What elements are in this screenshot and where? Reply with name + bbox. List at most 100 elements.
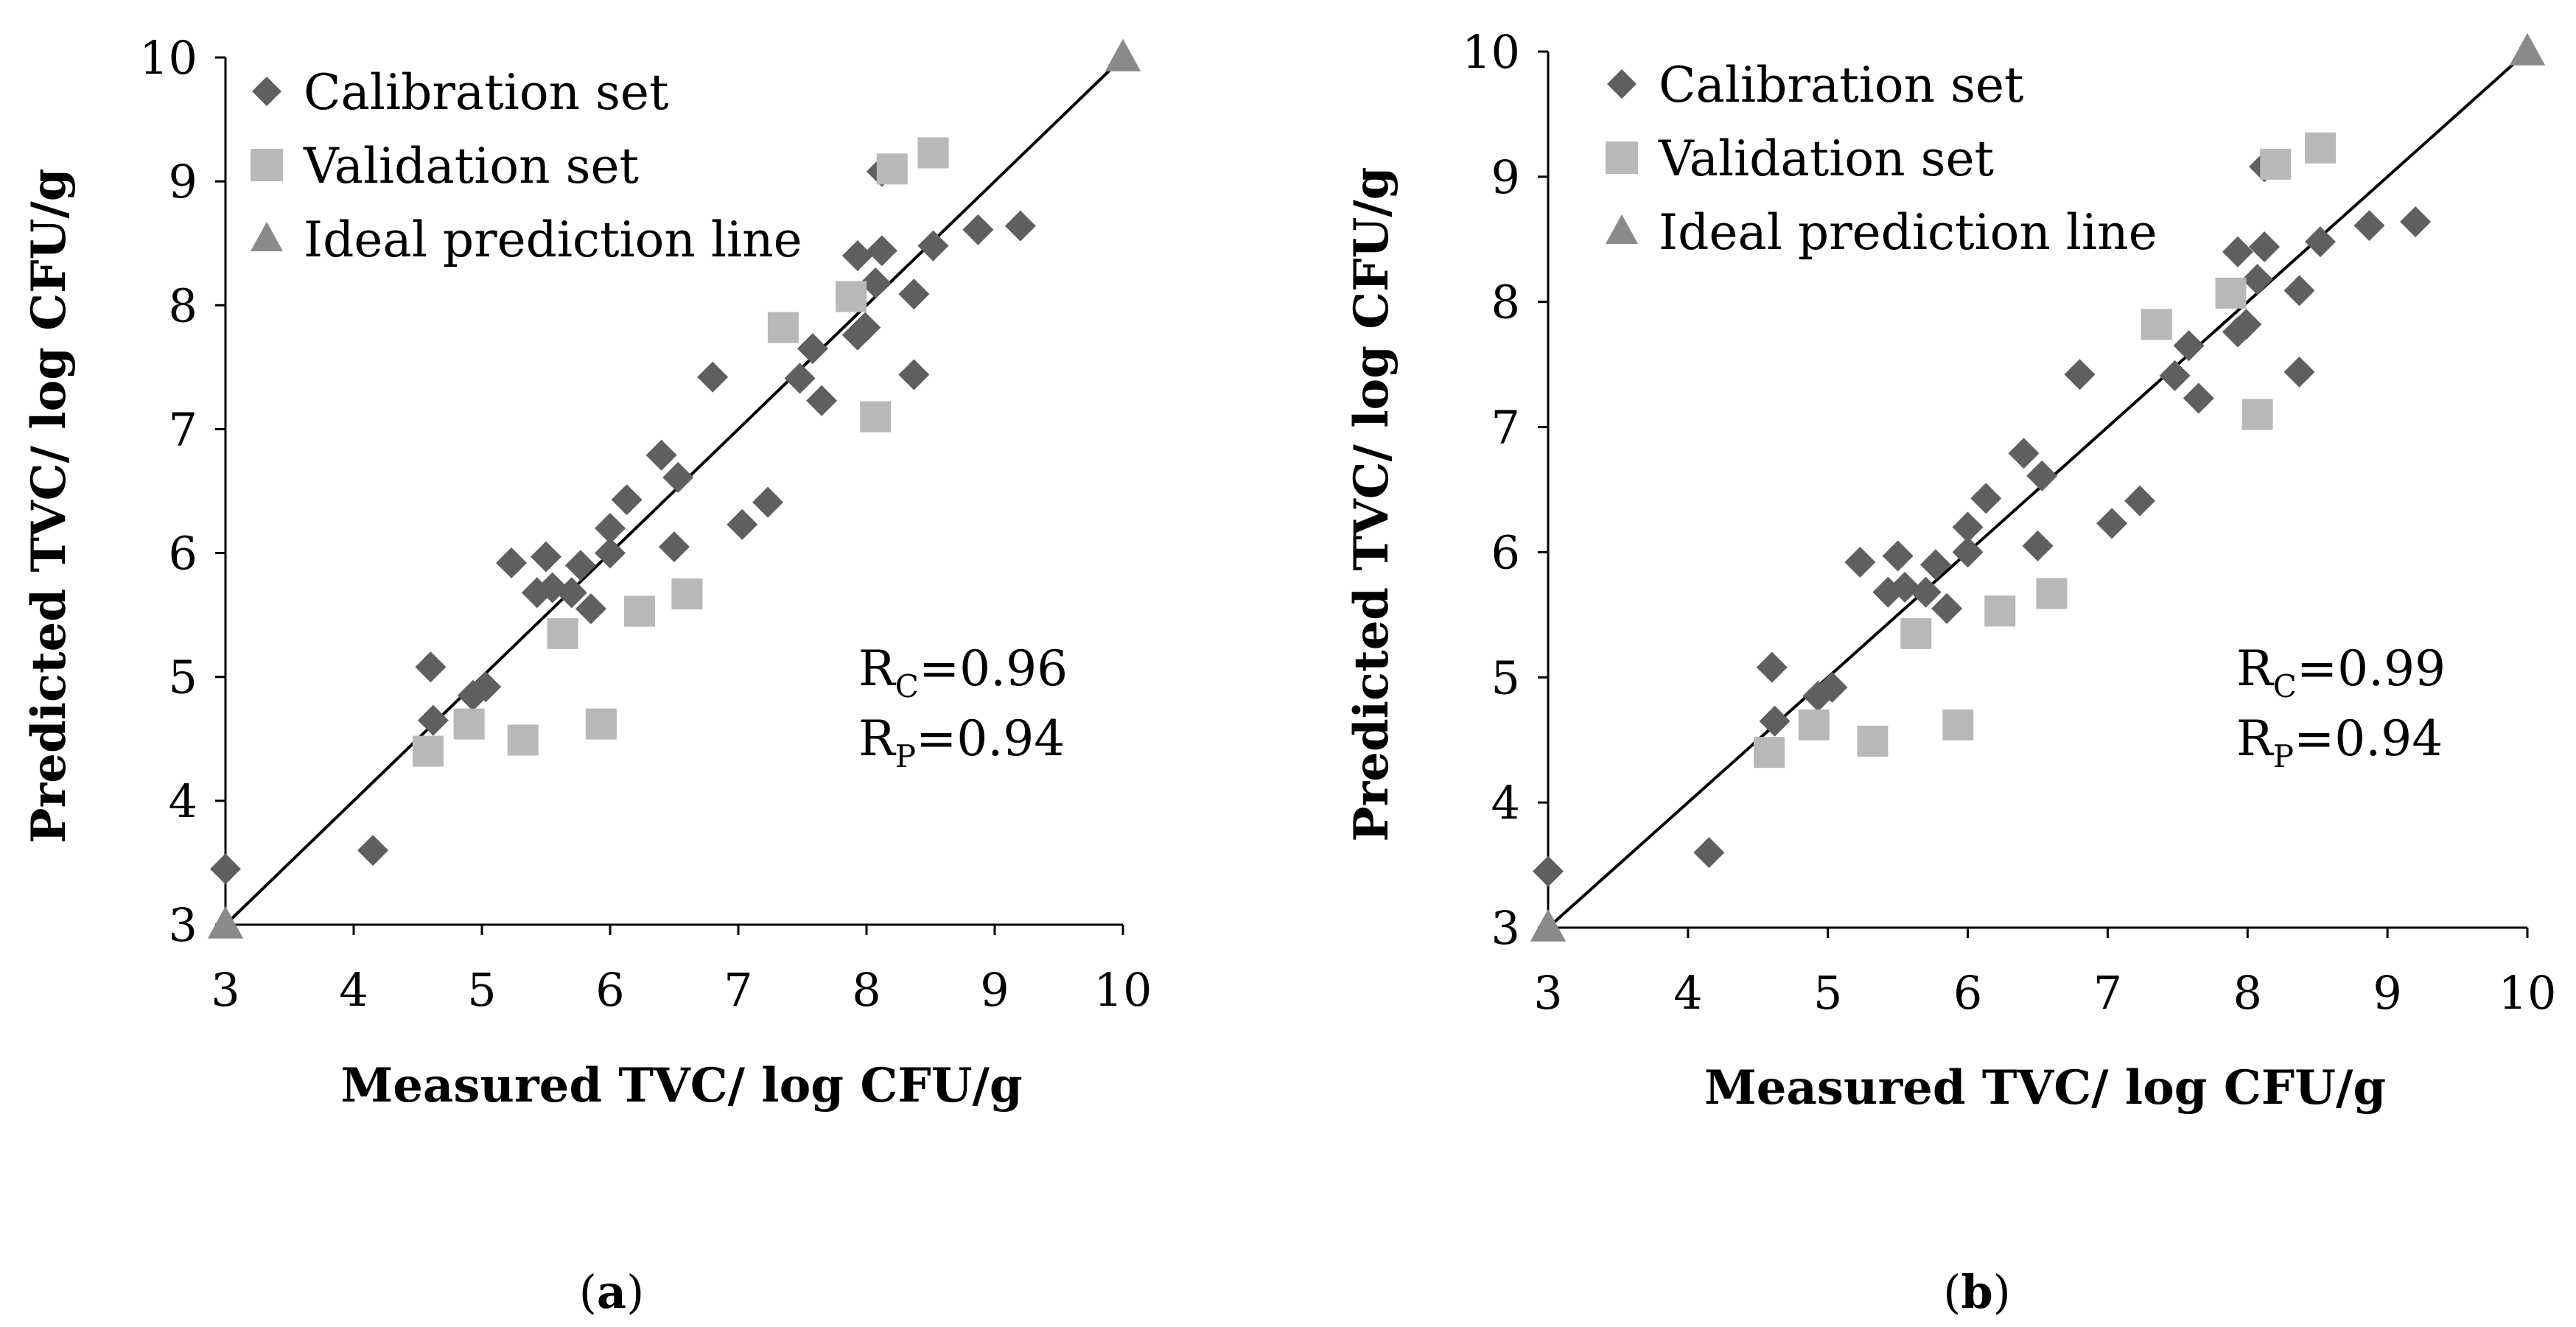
calibration-point	[564, 550, 596, 581]
calibration-point	[1919, 549, 1951, 581]
x-tick-label: 6	[595, 963, 624, 1017]
x-tick-label: 10	[2499, 966, 2557, 1020]
x-tick-label: 4	[1673, 966, 1702, 1020]
x-tick-label: 5	[1813, 966, 1842, 1020]
rp-annotation: RP=0.94	[2236, 710, 2443, 774]
legend-label: Validation set	[1658, 130, 1994, 187]
calibration-point	[917, 230, 949, 262]
y-tick-label: 7	[169, 402, 197, 456]
rc-prefix: R	[2236, 640, 2275, 697]
calibration-point	[806, 385, 838, 416]
x-tick-label: 3	[211, 963, 239, 1017]
calibration-point	[1004, 210, 1036, 242]
calibration-point	[531, 541, 561, 573]
legend: Calibration set Validation set Ideal predi…	[251, 64, 802, 268]
rp-prefix: R	[2236, 710, 2275, 767]
calibration-point	[210, 853, 241, 885]
calibration-point	[898, 359, 930, 391]
calibration-point	[860, 267, 892, 299]
chart-panel-a: 3 4 5 6 7 8 9 10 3 4 5 6 7 8 9 10 Calibration set Valida…	[21, 31, 1152, 1319]
calibration-point	[556, 577, 587, 609]
calibration-point	[962, 214, 994, 245]
validation-point	[453, 708, 485, 740]
chart-panel-b: 3 4 5 6 7 8 9 10 3 4 5 6 7 8 9 10 Calibration set Valida…	[1344, 25, 2556, 1319]
x-axis-title: Measured TVC/ log CFU/g	[340, 1058, 1022, 1113]
calibration-point	[797, 333, 828, 365]
x-tick-label: 3	[1533, 966, 1562, 1020]
legend-label: Ideal prediction line	[1659, 204, 2157, 261]
y-tick-label: 4	[169, 774, 197, 828]
calibration-point	[697, 361, 729, 393]
calibration-point	[2241, 264, 2273, 295]
x-tick-label: 5	[467, 963, 496, 1017]
validation-point	[585, 708, 617, 740]
rc-annotation: RC=0.96	[858, 640, 1068, 704]
rp-value: =0.94	[916, 710, 1065, 767]
calibration-point	[1952, 536, 1984, 568]
ideal-line-endpoint	[207, 906, 244, 939]
validation-point	[876, 153, 908, 185]
y-tick-label: 5	[1491, 651, 1520, 704]
calibration-point	[659, 531, 690, 563]
calibration-point	[611, 484, 643, 516]
validation-point	[2036, 578, 2068, 609]
ideal-line-endpoint	[2509, 32, 2546, 66]
calibration-point	[2026, 460, 2058, 491]
y-axis-title: Predicted TVC/ log CFU/g	[21, 168, 77, 843]
calibration-point	[727, 508, 758, 540]
ideal-prediction-line	[224, 56, 1124, 926]
calibration-point	[784, 363, 816, 394]
validation-point	[1753, 737, 1785, 768]
rp-value: =0.94	[2294, 710, 2443, 767]
validation-point	[917, 137, 949, 169]
validation-point	[1942, 709, 1974, 740]
y-tick-label: 4	[1491, 776, 1520, 830]
calibration-point	[2230, 309, 2262, 340]
validation-point	[507, 724, 539, 756]
panel-letter: a	[597, 1265, 626, 1319]
calibration-point	[2124, 485, 2156, 517]
rc-subscript: C	[2273, 668, 2297, 704]
calibration-point	[595, 512, 626, 544]
rc-subscript: C	[895, 668, 919, 704]
calibration-point	[850, 312, 881, 343]
y-tick-label: 9	[1491, 150, 1520, 204]
calibration-point	[595, 537, 626, 569]
validation-point	[2215, 277, 2247, 309]
validation-point	[2241, 399, 2273, 430]
x-tick-label: 4	[339, 963, 368, 1017]
calibration-point	[496, 547, 528, 579]
y-tick-label: 10	[139, 31, 197, 85]
panel-letter: b	[1961, 1265, 1992, 1319]
x-tick-label: 9	[2373, 966, 2401, 1020]
calibration-point	[2353, 210, 2385, 242]
rp-annotation: RP=0.94	[858, 710, 1065, 774]
legend-label: Calibration set	[1659, 57, 2024, 113]
y-tick-label: 10	[1462, 25, 1520, 79]
validation-point	[2305, 132, 2337, 164]
y-tick-label: 7	[1491, 401, 1520, 455]
x-tick-label: 7	[2093, 966, 2122, 1020]
validation-point	[1984, 595, 2016, 627]
calibration-point	[1693, 837, 1725, 869]
calibration-point	[841, 240, 873, 272]
rp-subscript: P	[2273, 738, 2294, 774]
axis-ticks: 3 4 5 6 7 8 9 10 3 4 5 6 7 8 9 10	[139, 31, 1152, 1017]
calibration-point	[1952, 511, 1984, 543]
validation-point	[412, 735, 444, 767]
validation-point	[624, 595, 656, 627]
calibration-point	[645, 439, 677, 471]
legend-square-icon	[251, 149, 283, 181]
legend-label: Validation set	[303, 138, 639, 195]
calibration-point	[1533, 855, 1564, 887]
calibration-point	[1882, 540, 1914, 572]
calibration-point	[2283, 356, 2315, 388]
validation-point	[671, 578, 703, 610]
ideal-prediction-line	[1547, 50, 2529, 929]
y-tick-label: 3	[1491, 901, 1520, 955]
calibration-point	[1844, 547, 1876, 578]
rc-value: =0.99	[2297, 640, 2446, 697]
validation-point	[1857, 725, 1889, 757]
